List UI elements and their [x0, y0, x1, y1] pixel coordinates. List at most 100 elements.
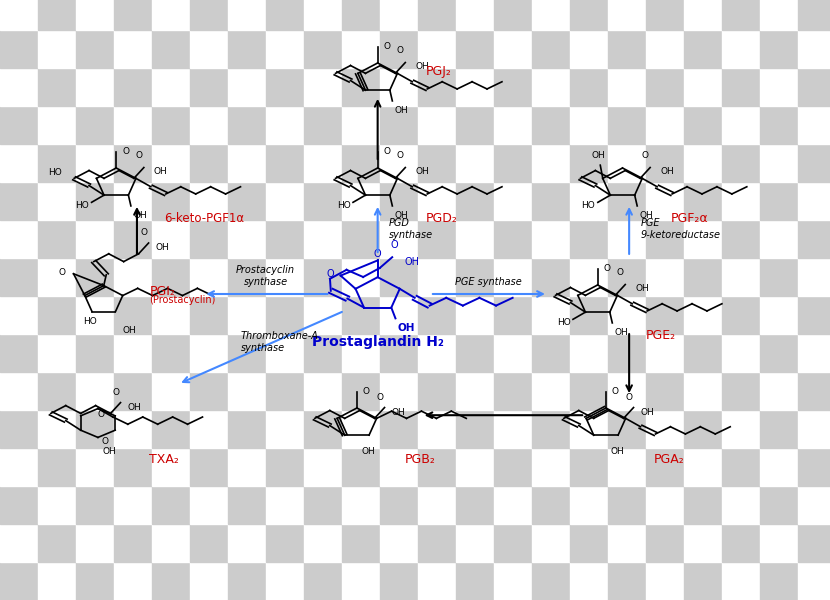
Bar — [76, 0, 114, 30]
Bar — [532, 144, 570, 182]
Bar — [0, 410, 38, 448]
Bar — [494, 524, 532, 562]
Bar — [380, 182, 418, 220]
Bar — [152, 182, 190, 220]
Bar — [798, 334, 830, 372]
Text: O: O — [397, 46, 404, 55]
Bar — [228, 258, 266, 296]
Bar — [456, 372, 494, 410]
Bar — [114, 0, 152, 30]
Bar — [38, 144, 76, 182]
Text: Prostacyclin
synthase: Prostacyclin synthase — [236, 265, 295, 287]
Text: O: O — [642, 151, 649, 160]
Bar — [266, 448, 304, 486]
Text: PGB₂: PGB₂ — [405, 453, 436, 466]
Text: OH: OH — [610, 447, 624, 456]
Bar — [456, 182, 494, 220]
Bar — [342, 0, 380, 30]
Bar — [266, 410, 304, 448]
Bar — [380, 258, 418, 296]
Bar — [114, 182, 152, 220]
Text: OH: OH — [635, 284, 649, 293]
Bar — [152, 296, 190, 334]
Text: 6-keto-PGF1α: 6-keto-PGF1α — [164, 212, 245, 225]
Bar — [456, 296, 494, 334]
Bar — [0, 372, 38, 410]
Bar — [342, 334, 380, 372]
Bar — [684, 68, 722, 106]
Text: OH: OH — [154, 167, 168, 176]
Bar — [722, 68, 760, 106]
Bar — [0, 448, 38, 486]
Bar — [228, 448, 266, 486]
Bar — [646, 220, 684, 258]
Bar — [494, 144, 532, 182]
Bar — [38, 30, 76, 68]
Bar — [152, 524, 190, 562]
Bar — [76, 68, 114, 106]
Bar — [38, 524, 76, 562]
Bar — [532, 562, 570, 600]
Bar — [76, 486, 114, 524]
Bar — [228, 562, 266, 600]
Bar — [190, 144, 228, 182]
Bar — [684, 410, 722, 448]
Bar — [418, 372, 456, 410]
Bar — [304, 106, 342, 144]
Bar — [760, 0, 798, 30]
Bar — [228, 372, 266, 410]
Bar — [418, 562, 456, 600]
Bar — [0, 30, 38, 68]
Bar — [760, 182, 798, 220]
Bar — [722, 334, 760, 372]
Bar — [494, 562, 532, 600]
Bar — [684, 486, 722, 524]
Bar — [266, 30, 304, 68]
Bar — [266, 0, 304, 30]
Bar — [380, 372, 418, 410]
Bar — [646, 448, 684, 486]
Bar — [722, 486, 760, 524]
Bar — [152, 372, 190, 410]
Bar — [608, 30, 646, 68]
Bar — [456, 486, 494, 524]
Text: O: O — [390, 240, 398, 250]
Bar — [646, 182, 684, 220]
Bar — [494, 448, 532, 486]
Bar — [456, 258, 494, 296]
Bar — [0, 486, 38, 524]
Bar — [266, 296, 304, 334]
Bar — [760, 334, 798, 372]
Bar — [418, 0, 456, 30]
Bar — [38, 0, 76, 30]
Bar — [76, 258, 114, 296]
Text: OH: OH — [134, 211, 147, 220]
Bar — [608, 486, 646, 524]
Bar — [456, 524, 494, 562]
Bar — [456, 68, 494, 106]
Bar — [0, 562, 38, 600]
Bar — [76, 106, 114, 144]
Bar — [342, 68, 380, 106]
Bar — [228, 486, 266, 524]
Bar — [418, 144, 456, 182]
Bar — [760, 448, 798, 486]
Bar — [532, 182, 570, 220]
Bar — [190, 562, 228, 600]
Bar — [342, 30, 380, 68]
Text: OH: OH — [395, 211, 408, 220]
Bar — [0, 144, 38, 182]
Bar — [722, 372, 760, 410]
Text: OH: OH — [405, 257, 420, 267]
Text: (Prostacyclin): (Prostacyclin) — [149, 295, 216, 305]
Bar — [532, 410, 570, 448]
Bar — [266, 486, 304, 524]
Bar — [456, 144, 494, 182]
Bar — [646, 334, 684, 372]
Bar — [684, 144, 722, 182]
Bar — [646, 106, 684, 144]
Text: PGA₂: PGA₂ — [654, 453, 685, 466]
Bar — [38, 182, 76, 220]
Bar — [304, 30, 342, 68]
Bar — [684, 562, 722, 600]
